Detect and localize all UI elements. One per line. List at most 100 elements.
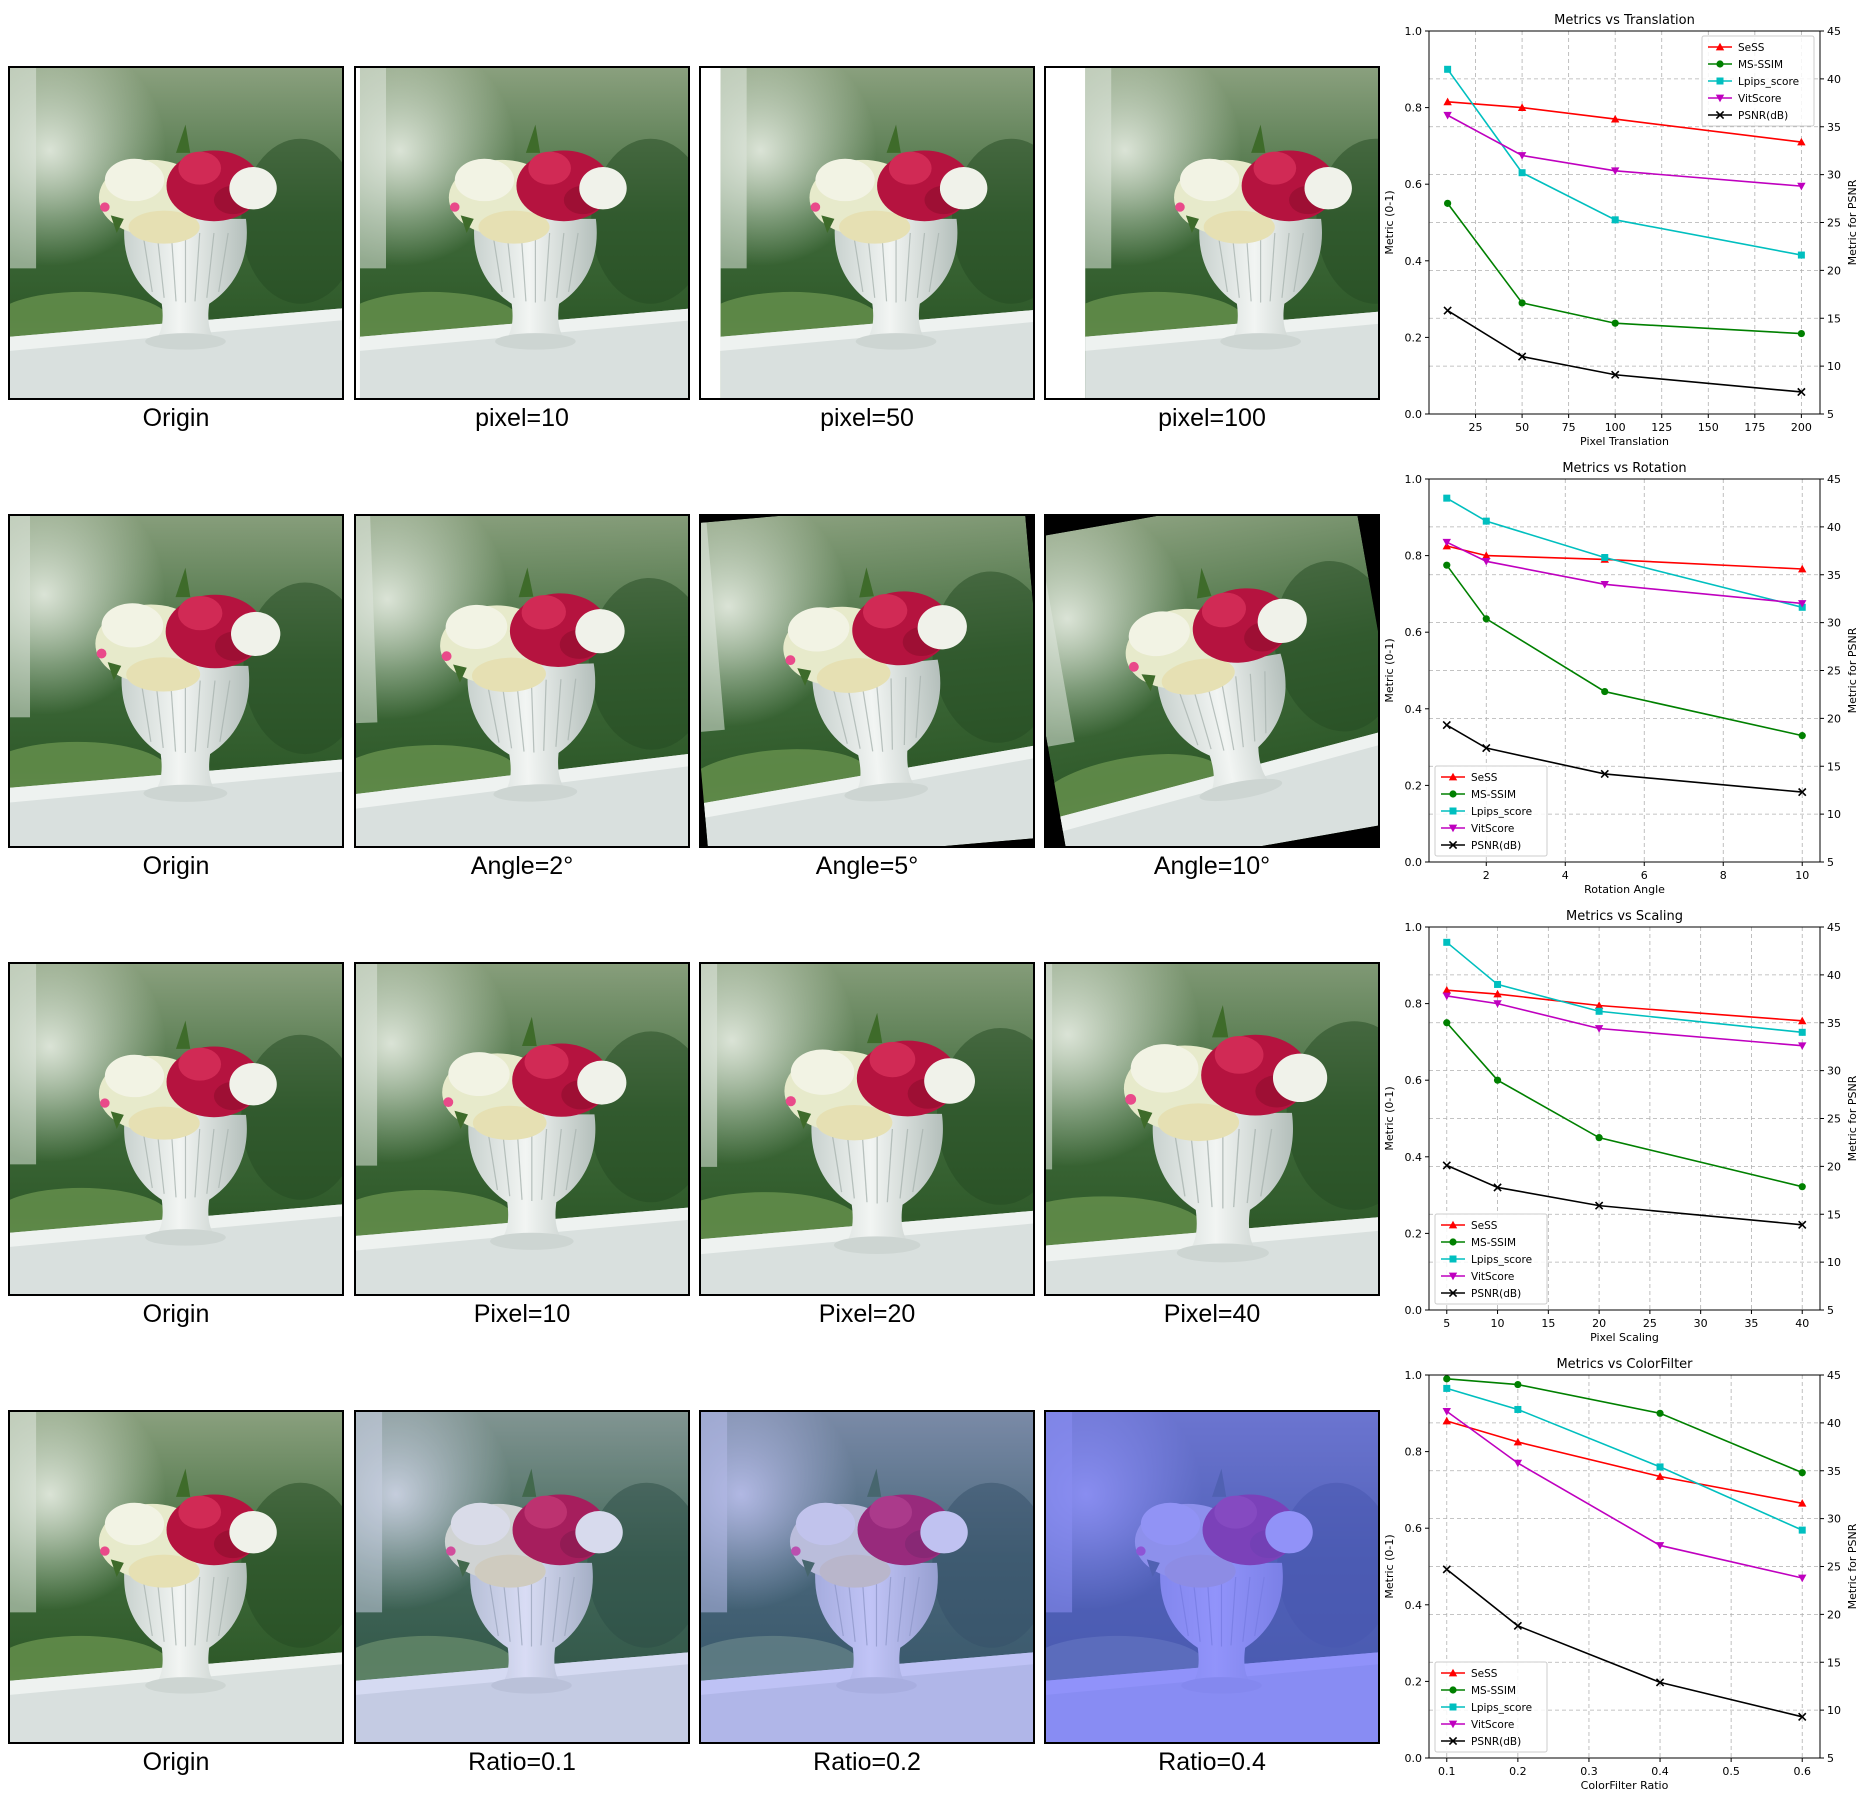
data-point (1442, 985, 1451, 994)
data-point (1442, 1416, 1451, 1425)
x-axis-label: Pixel Scaling (1590, 1331, 1659, 1344)
y2-tick-label: 25 (1827, 665, 1841, 678)
x-tick-label: 125 (1651, 421, 1672, 434)
data-point (1798, 564, 1807, 573)
data-point (1611, 319, 1619, 327)
photo-translate-2 (699, 66, 1035, 400)
data-point (1482, 551, 1491, 559)
photo-scale-1 (354, 962, 690, 1296)
caption-rotate-1: Angle=2° (470, 852, 574, 880)
data-point (1797, 387, 1806, 397)
y2-tick-label: 10 (1827, 808, 1841, 821)
y2-tick-label: 35 (1827, 1465, 1841, 1478)
x-tick-label: 150 (1698, 421, 1719, 434)
data-point (1443, 1375, 1451, 1383)
photo-translate-3 (1044, 66, 1380, 400)
series-line-lpips-score (1446, 497, 1803, 609)
y2-tick-label: 20 (1827, 1160, 1841, 1173)
y2-tick-label: 25 (1827, 1561, 1841, 1574)
data-point (1798, 1016, 1807, 1025)
series-markers (1442, 985, 1807, 1025)
legend-entry: SeSS (1738, 42, 1765, 54)
legend-marker (1448, 1720, 1458, 1729)
photo-rotate-0 (8, 514, 344, 848)
data-point (1482, 517, 1490, 525)
series-line-vitscore (1446, 541, 1803, 605)
data-point (1442, 720, 1451, 730)
data-point (1594, 1025, 1604, 1033)
legend-marker (1448, 1220, 1458, 1229)
y-tick-label: 0.2 (1405, 779, 1423, 792)
series-markers (1442, 1161, 1807, 1229)
y2-tick-label: 20 (1827, 264, 1841, 277)
caption-colorfilter-0: Origin (142, 1748, 210, 1776)
data-point (1797, 137, 1806, 146)
series-markers (1442, 992, 1807, 1050)
legend-entry: VitScore (1471, 823, 1514, 835)
caption-translate-1: pixel=10 (475, 404, 569, 432)
data-point (1444, 65, 1452, 73)
chart-title: Metrics vs ColorFilter (1556, 1357, 1693, 1372)
series-line-ms-ssim (1446, 564, 1803, 737)
data-point (1513, 1459, 1523, 1468)
data-point (1798, 1526, 1806, 1534)
series-line-lpips-score (1446, 68, 1802, 256)
y2-tick-label: 5 (1827, 408, 1834, 421)
caption-rotate-2: Angle=5° (815, 852, 919, 880)
legend-marker (1448, 1288, 1458, 1298)
x-tick-label: 75 (1562, 421, 1576, 434)
legend-marker (1715, 94, 1725, 103)
y-tick-label: 0.2 (1405, 1675, 1423, 1688)
data-point (1514, 1405, 1522, 1413)
data-point (1611, 370, 1620, 379)
y2-tick-label: 35 (1827, 1017, 1841, 1030)
photo-colorfilter-2 (699, 1410, 1035, 1744)
series-line-sess (1446, 545, 1803, 570)
legend-marker (1448, 824, 1458, 833)
legend-marker (1448, 1272, 1458, 1281)
data-point (1443, 111, 1452, 120)
caption-colorfilter-3: Ratio=0.4 (1158, 1748, 1266, 1776)
photo-scale-2 (699, 962, 1035, 1296)
data-point (1601, 554, 1609, 562)
data-point (1442, 538, 1451, 547)
x-tick-label: 0.4 (1651, 1765, 1669, 1778)
series-markers (1442, 1408, 1807, 1583)
y2-tick-label: 15 (1827, 312, 1841, 325)
series-line-lpips-score (1446, 1387, 1803, 1531)
legend-entry: SeSS (1471, 772, 1498, 784)
legend-entry: MS-SSIM (1738, 59, 1783, 71)
x-tick-label: 0.1 (1438, 1765, 1456, 1778)
x-tick-label: 0.6 (1793, 1765, 1811, 1778)
x-tick-label: 200 (1791, 421, 1812, 434)
y2-tick-label: 35 (1827, 121, 1841, 134)
y2-axis-label: Metric for PSNR (1846, 1075, 1859, 1161)
legend-marker (1716, 77, 1724, 85)
series-markers (1443, 1019, 1806, 1191)
series-line-ms-ssim (1446, 1022, 1803, 1188)
y2-axis-label: Metric for PSNR (1846, 179, 1859, 265)
series-markers (1443, 1384, 1806, 1534)
y2-tick-label: 15 (1827, 1656, 1841, 1669)
series-markers (1444, 65, 1805, 259)
series-markers (1443, 1375, 1806, 1477)
data-point (1443, 1019, 1451, 1027)
data-point (1443, 938, 1451, 946)
x-axis-label: ColorFilter Ratio (1581, 1779, 1669, 1792)
y2-tick-label: 45 (1827, 1369, 1841, 1382)
legend-entry: PSNR(dB) (1471, 1288, 1521, 1300)
x-axis-label: Pixel Translation (1580, 435, 1669, 448)
legend-marker (1449, 1255, 1457, 1263)
data-point (1798, 1469, 1806, 1477)
legend-marker (1449, 1703, 1457, 1711)
data-point (1443, 561, 1451, 569)
y2-tick-label: 25 (1827, 1113, 1841, 1126)
x-tick-label: 100 (1605, 421, 1626, 434)
y-axis-label: Metric (0-1) (1383, 1534, 1396, 1598)
x-tick-label: 8 (1720, 869, 1727, 882)
x-tick-label: 10 (1491, 1317, 1505, 1330)
series-markers (1444, 199, 1805, 338)
legend-marker (1716, 60, 1724, 68)
legend-marker (1448, 772, 1458, 781)
data-point (1493, 1000, 1502, 1008)
